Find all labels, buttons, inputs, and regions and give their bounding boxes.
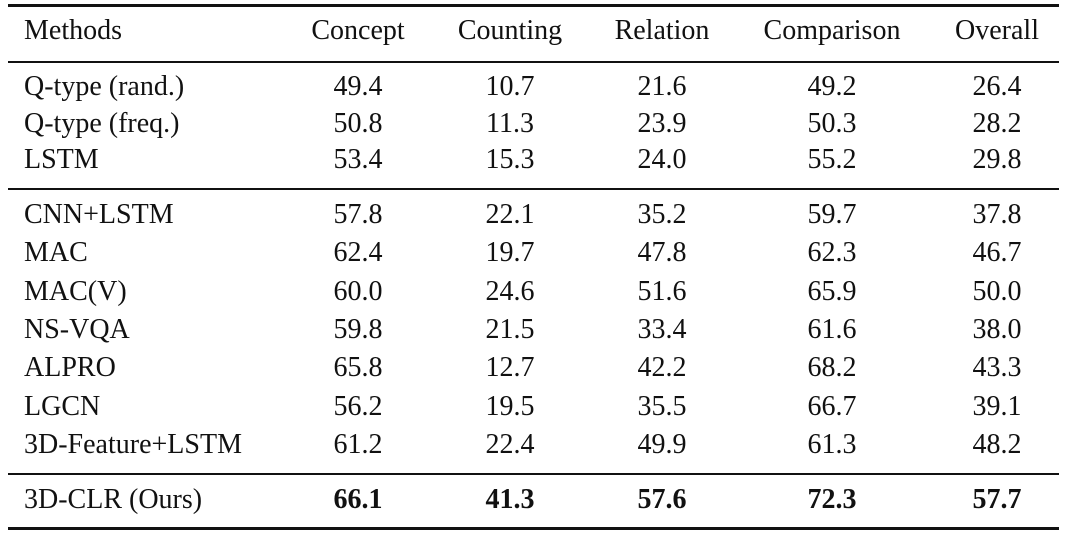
method-cell: NS-VQA — [24, 313, 130, 345]
value-cell: 12.7 — [485, 352, 535, 384]
value-cell: 10.7 — [485, 71, 535, 102]
value-cell: 50.3 — [807, 107, 857, 139]
value-cell: 35.2 — [637, 199, 687, 230]
method-cell: 3D-CLR (Ours) — [24, 484, 203, 515]
table-rule — [8, 61, 1059, 63]
value-cell: 23.9 — [637, 107, 687, 139]
value-cell: 19.5 — [485, 390, 535, 422]
value-cell: 21.5 — [485, 313, 535, 345]
value-cell: 29.8 — [972, 144, 1022, 175]
method-cell: Q-type (freq.) — [24, 107, 180, 139]
value-cell: 57.7 — [972, 484, 1022, 515]
value-cell: 15.3 — [485, 144, 535, 175]
value-cell: 59.8 — [333, 313, 383, 345]
value-cell: 37.8 — [972, 199, 1022, 230]
header-cell: Overall — [955, 15, 1039, 46]
value-cell: 42.2 — [637, 352, 687, 384]
value-cell: 28.2 — [972, 107, 1022, 139]
value-cell: 41.3 — [485, 484, 535, 515]
header-cell: Concept — [311, 15, 405, 46]
value-cell: 21.6 — [637, 71, 687, 102]
value-cell: 68.2 — [807, 352, 857, 384]
value-cell: 19.7 — [485, 237, 535, 269]
value-cell: 33.4 — [637, 313, 687, 345]
value-cell: 50.0 — [972, 275, 1022, 307]
value-cell: 65.9 — [807, 275, 857, 307]
method-cell: CNN+LSTM — [24, 199, 174, 230]
value-cell: 66.1 — [333, 484, 383, 515]
value-cell: 24.0 — [637, 144, 687, 175]
value-cell: 49.4 — [333, 71, 383, 102]
value-cell: 60.0 — [333, 275, 383, 307]
value-cell: 53.4 — [333, 144, 383, 175]
value-cell: 49.9 — [637, 428, 687, 460]
value-cell: 22.4 — [485, 428, 535, 460]
value-cell: 11.3 — [486, 107, 534, 139]
value-cell: 35.5 — [637, 390, 687, 422]
table-rule — [8, 473, 1059, 475]
value-cell: 66.7 — [807, 390, 857, 422]
method-cell: 3D-Feature+LSTM — [24, 428, 242, 460]
value-cell: 62.4 — [333, 237, 383, 269]
value-cell: 22.1 — [485, 199, 535, 230]
value-cell: 49.2 — [807, 71, 857, 102]
value-cell: 51.6 — [637, 275, 687, 307]
value-cell: 26.4 — [972, 71, 1022, 102]
value-cell: 61.6 — [807, 313, 857, 345]
value-cell: 46.7 — [972, 237, 1022, 269]
value-cell: 56.2 — [333, 390, 383, 422]
value-cell: 61.3 — [807, 428, 857, 460]
value-cell: 38.0 — [972, 313, 1022, 345]
value-cell: 59.7 — [807, 199, 857, 230]
table-rule — [8, 188, 1059, 190]
method-cell: LGCN — [24, 390, 101, 422]
value-cell: 57.6 — [637, 484, 687, 515]
header-cell: Relation — [614, 15, 710, 46]
table-rule — [8, 527, 1059, 530]
header-cell: Methods — [24, 15, 122, 46]
header-cell: Comparison — [763, 15, 901, 46]
value-cell: 43.3 — [972, 352, 1022, 384]
value-cell: 48.2 — [972, 428, 1022, 460]
method-cell: LSTM — [24, 144, 99, 175]
method-cell: MAC — [24, 237, 88, 269]
value-cell: 62.3 — [807, 237, 857, 269]
value-cell: 57.8 — [333, 199, 383, 230]
value-cell: 55.2 — [807, 144, 857, 175]
method-cell: MAC(V) — [24, 275, 127, 307]
method-cell: ALPRO — [24, 352, 116, 384]
value-cell: 50.8 — [333, 107, 383, 139]
value-cell: 61.2 — [333, 428, 383, 460]
value-cell: 72.3 — [807, 484, 857, 515]
table-rule — [8, 4, 1059, 7]
value-cell: 39.1 — [972, 390, 1022, 422]
value-cell: 24.6 — [485, 275, 535, 307]
value-cell: 65.8 — [333, 352, 383, 384]
value-cell: 47.8 — [637, 237, 687, 269]
header-cell: Counting — [457, 15, 563, 46]
method-cell: Q-type (rand.) — [24, 71, 185, 102]
